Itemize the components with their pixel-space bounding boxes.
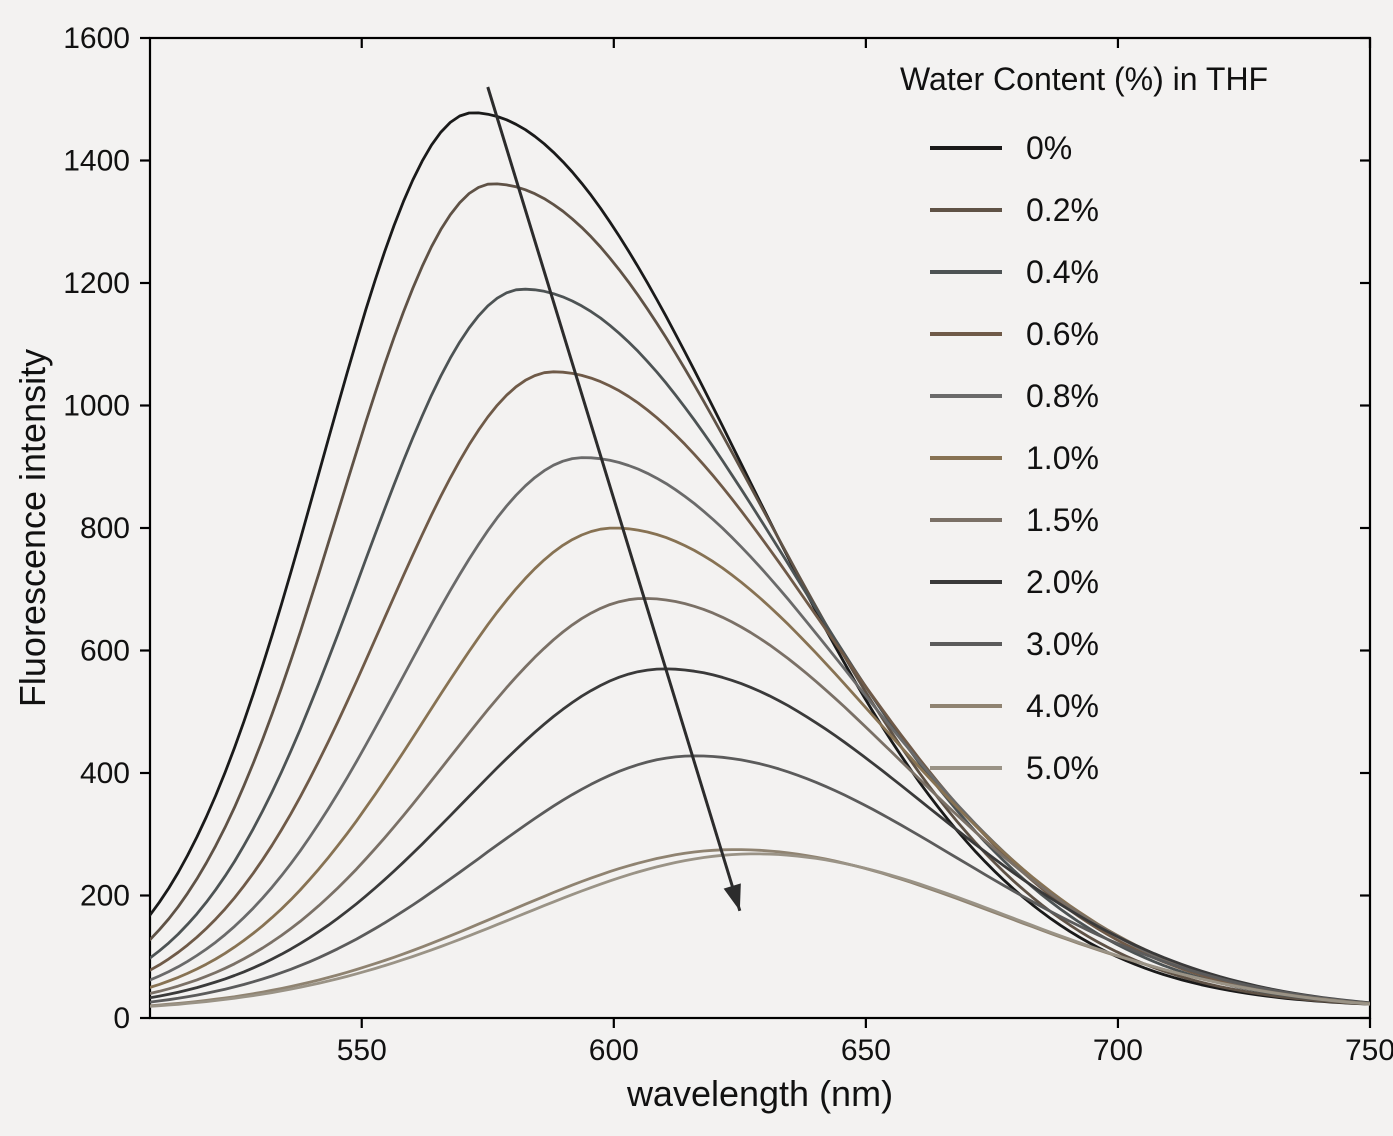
y-tick-label: 1200 bbox=[63, 267, 130, 300]
x-axis-label: wavelength (nm) bbox=[626, 1073, 893, 1114]
x-tick-label: 650 bbox=[841, 1034, 891, 1067]
legend-label: 2.0% bbox=[1026, 564, 1099, 600]
legend-label: 0% bbox=[1026, 130, 1072, 166]
legend-label: 0.4% bbox=[1026, 254, 1099, 290]
legend-label: 5.0% bbox=[1026, 750, 1099, 786]
legend-label: 1.0% bbox=[1026, 440, 1099, 476]
x-tick-label: 700 bbox=[1093, 1034, 1143, 1067]
y-tick-label: 600 bbox=[80, 635, 130, 668]
legend-label: 0.8% bbox=[1026, 378, 1099, 414]
y-tick-label: 1000 bbox=[63, 390, 130, 423]
y-tick-label: 400 bbox=[80, 757, 130, 790]
legend-label: 0.6% bbox=[1026, 316, 1099, 352]
x-tick-label: 600 bbox=[589, 1034, 639, 1067]
legend-label: 3.0% bbox=[1026, 626, 1099, 662]
y-tick-label: 800 bbox=[80, 512, 130, 545]
y-tick-label: 1400 bbox=[63, 145, 130, 178]
y-axis-label: Fluorescence intensity bbox=[12, 349, 53, 707]
legend-label: 0.2% bbox=[1026, 192, 1099, 228]
fluorescence-chart: 550 600 650 700 750 0 200 400 600 800 1000 1200 1400… bbox=[0, 0, 1393, 1136]
legend-title: Water Content (%) in THF bbox=[900, 61, 1268, 97]
y-tick-label: 200 bbox=[80, 880, 130, 913]
x-tick-label: 750 bbox=[1345, 1034, 1393, 1067]
legend-label: 4.0% bbox=[1026, 688, 1099, 724]
y-tick-label: 1600 bbox=[63, 22, 130, 55]
y-tick-label: 0 bbox=[113, 1002, 130, 1035]
legend-label: 1.5% bbox=[1026, 502, 1099, 538]
x-tick-label: 550 bbox=[337, 1034, 387, 1067]
page-root: { "chart": { "type": "line", "width_px":… bbox=[0, 0, 1393, 1136]
